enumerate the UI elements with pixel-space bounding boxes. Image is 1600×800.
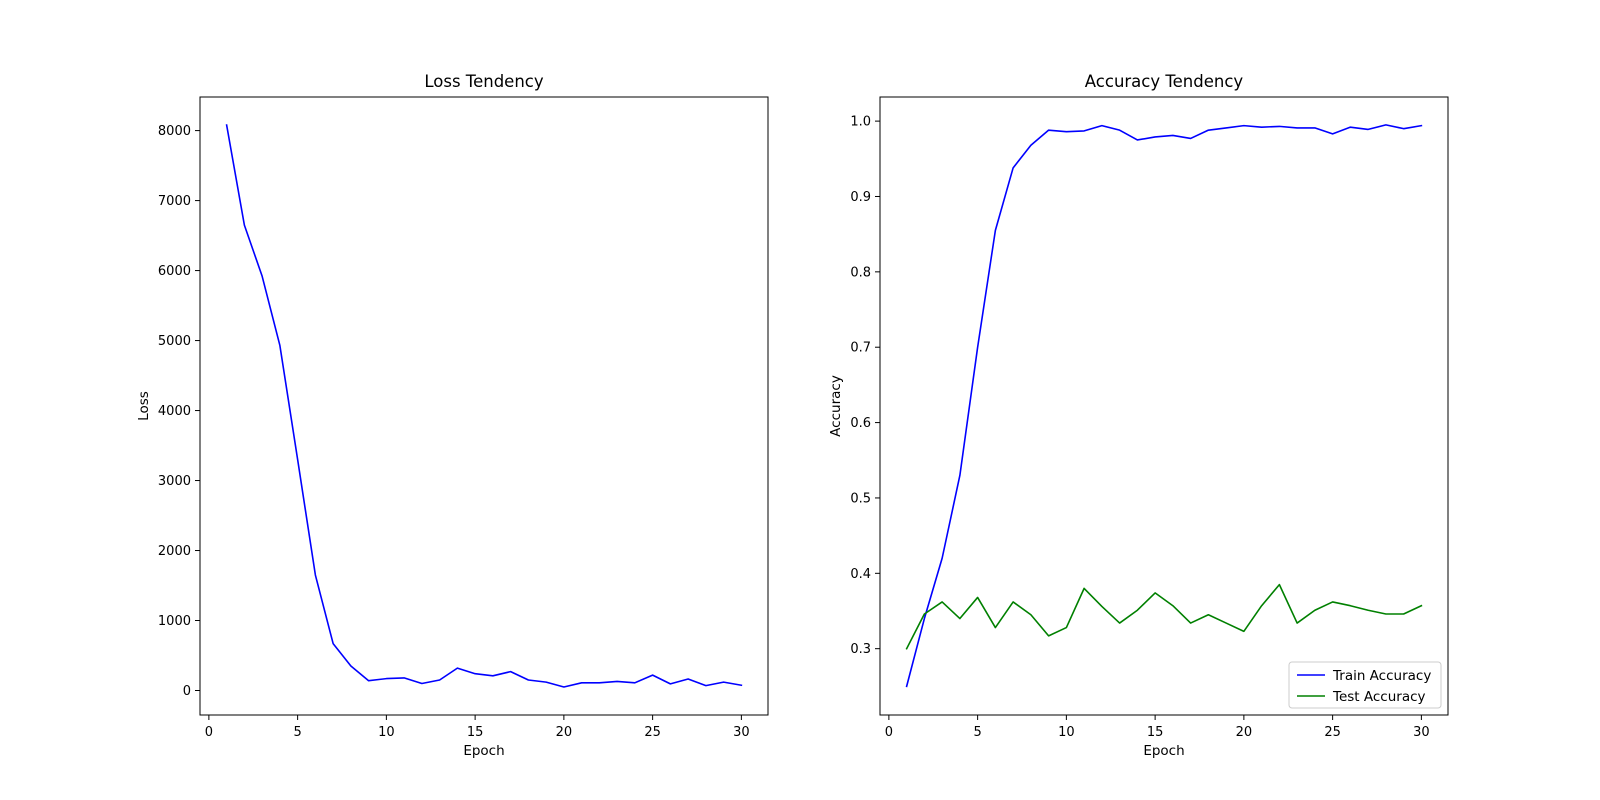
x-axis-label: Epoch [1143,743,1184,759]
plot-frame [199,96,769,716]
legend-entry: Train Accuracy [1332,668,1431,684]
y-tick-label: 0.7 [850,341,871,356]
x-tick-label: 15 [467,725,484,740]
y-tick-label: 8000 [158,124,191,139]
x-axis-label: Epoch [463,743,504,759]
y-tick-label: 1.0 [850,115,871,130]
y-tick-label: 0.5 [850,491,871,506]
y-tick-label: 6000 [158,264,191,279]
plot-frame [879,96,1449,716]
series-line-loss [225,124,743,688]
y-axis-label: Accuracy [828,375,844,437]
y-tick-label: 0.9 [850,190,871,205]
y-axis-label: Loss [136,391,152,421]
x-tick-label: 0 [885,725,893,740]
x-tick-label: 5 [293,725,301,740]
y-tick-label: 4000 [158,404,191,419]
legend: Train Accuracy Test Accuracy [1288,661,1442,709]
x-tick-label: 20 [556,725,573,740]
y-tick-label: 0.8 [850,265,871,280]
y-tick-label: 0 [183,684,191,699]
series-line-train-accuracy [905,124,1423,688]
chart-title: Accuracy Tendency [1085,72,1244,91]
x-tick-label: 5 [973,725,981,740]
y-tick-label: 2000 [158,544,191,559]
y-tick-label: 0.4 [850,567,871,582]
y-tick-label: 0.6 [850,416,871,431]
x-tick-label: 30 [733,725,750,740]
legend-entry: Test Accuracy [1332,689,1426,705]
x-tick-label: 15 [1147,725,1164,740]
loss-chart: Loss Tendency 0 5 10 15 20 25 30 0 1000 2000 3000 40… [136,72,769,759]
x-tick-label: 10 [378,725,395,740]
x-tick-label: 10 [1058,725,1075,740]
y-tick-label: 5000 [158,334,191,349]
x-tick-label: 20 [1236,725,1253,740]
series-line-test-accuracy [905,583,1423,650]
y-tick-label: 3000 [158,474,191,489]
legend-box [1288,661,1442,709]
x-tick-label: 25 [644,725,661,740]
y-tick-label: 0.3 [850,642,871,657]
y-tick-label: 1000 [158,614,191,629]
y-tick-label: 7000 [158,194,191,209]
x-tick-label: 30 [1413,725,1430,740]
x-tick-label: 0 [205,725,213,740]
accuracy-chart: Accuracy Tendency 0 5 10 15 20 25 30 0.3 0.4 0.5 0.… [828,72,1449,759]
chart-title: Loss Tendency [424,72,543,91]
x-tick-label: 25 [1324,725,1341,740]
